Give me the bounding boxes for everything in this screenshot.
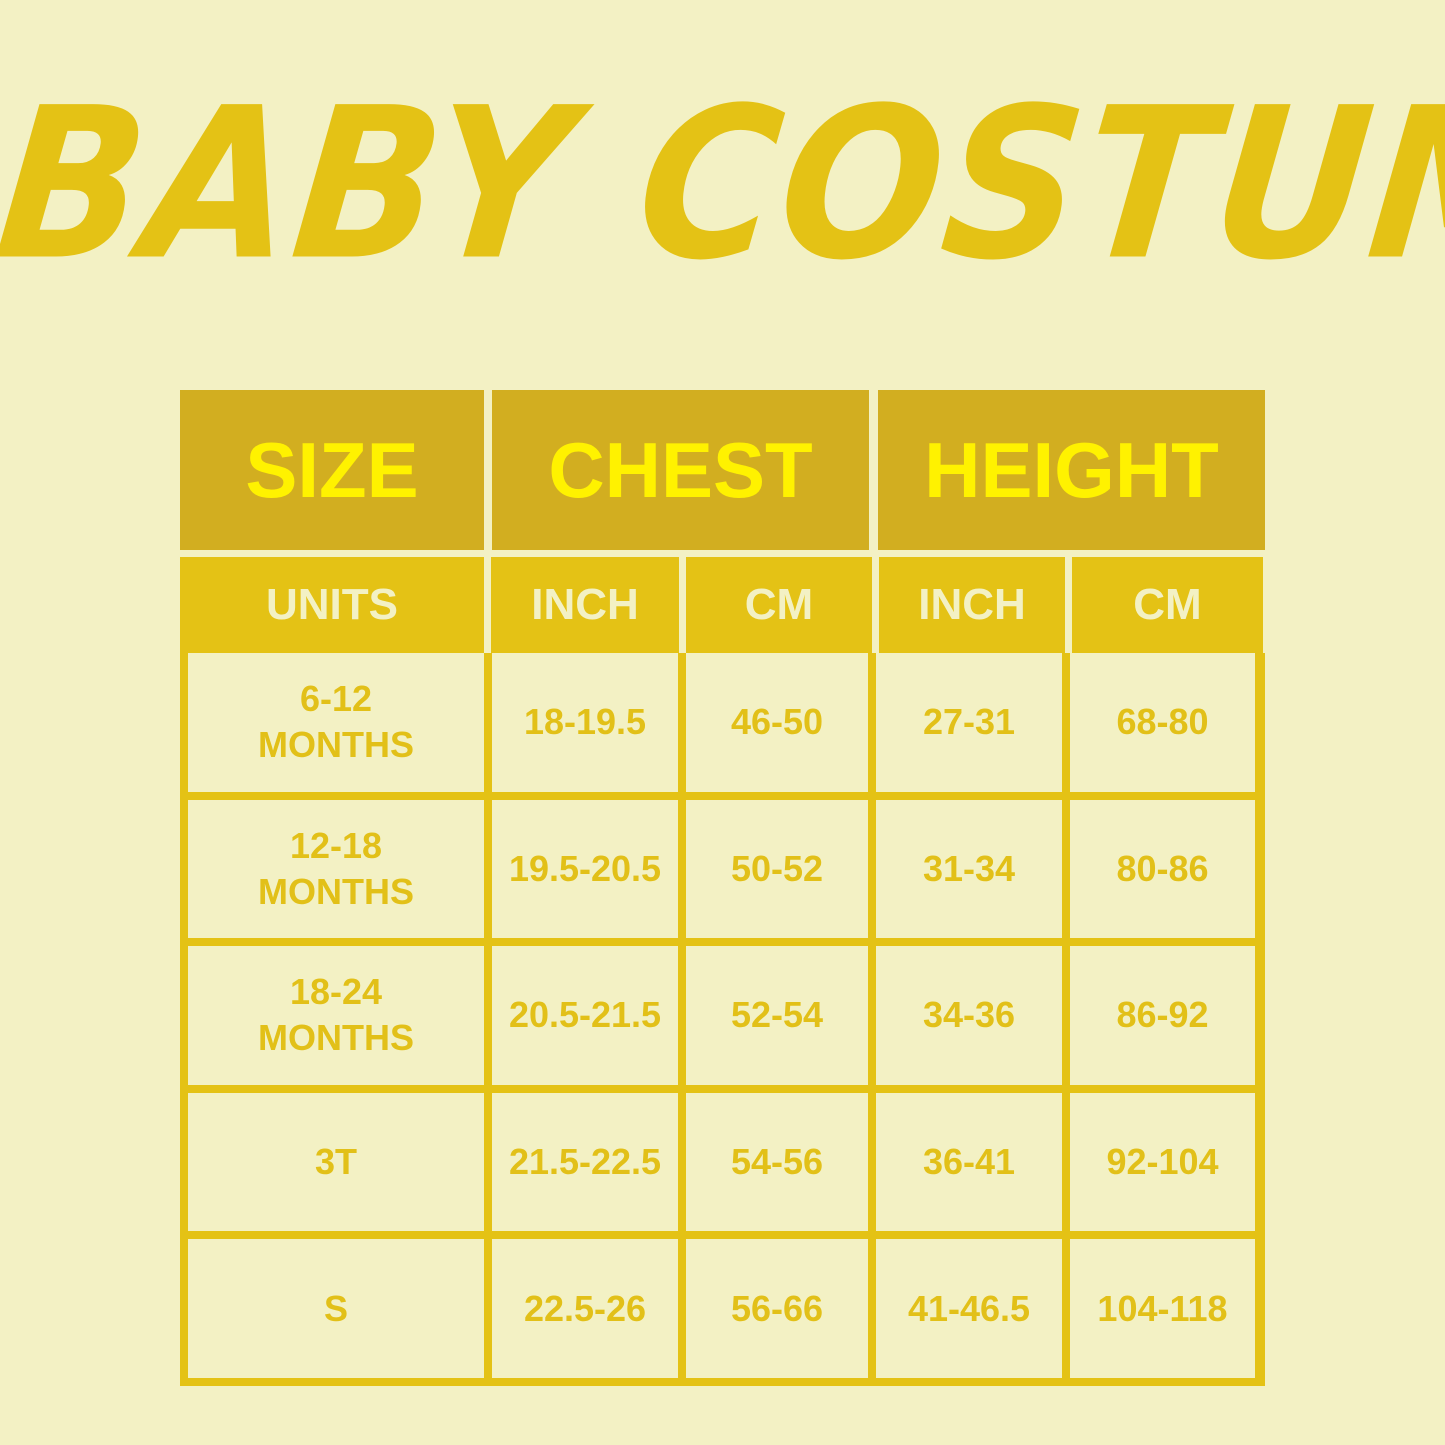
- cell-value: 22.5-26: [523, 1287, 647, 1329]
- table-cell: 19.5-20.5: [492, 799, 678, 939]
- cell-value: 18-19.5: [523, 701, 647, 743]
- table-cell: 22.5-26: [492, 1239, 678, 1378]
- cell-value: 20.5-21.5: [508, 994, 662, 1036]
- unit-header: UNITS: [180, 557, 484, 653]
- table-cell: 68-80: [1070, 653, 1255, 792]
- cell-value: 6-12 MONTHS: [258, 678, 414, 766]
- header-height: HEIGHT: [878, 390, 1265, 550]
- header-chest: CHEST: [492, 390, 869, 550]
- table-cell: 50-52: [686, 799, 868, 939]
- cell-value: 52-54: [730, 994, 824, 1036]
- table-cell: 3T: [188, 1092, 484, 1232]
- table-cell: 92-104: [1070, 1092, 1255, 1232]
- cell-value: 56-66: [730, 1287, 824, 1329]
- cell-value: 46-50: [730, 701, 824, 743]
- cell-value: S: [323, 1287, 348, 1329]
- cell-value: 21.5-22.5: [508, 1141, 662, 1183]
- table-cell: 86-92: [1070, 946, 1255, 1085]
- table-cell: 54-56: [686, 1092, 868, 1232]
- table-cell: 104-118: [1070, 1239, 1255, 1378]
- table-cell: 20.5-21.5: [492, 946, 678, 1085]
- table-cell: 34-36: [876, 946, 1062, 1085]
- cell-value: 31-34: [922, 847, 1016, 889]
- table-cell: 18-19.5: [492, 653, 678, 792]
- table-cell: 36-41: [876, 1092, 1062, 1232]
- cell-value: 27-31: [922, 701, 1016, 743]
- cell-value: 68-80: [1116, 701, 1209, 743]
- cell-value: 50-52: [730, 847, 824, 889]
- cell-value: 80-86: [1116, 847, 1209, 889]
- table-cell: 41-46.5: [876, 1239, 1062, 1378]
- unit-header: INCH: [879, 557, 1065, 653]
- table-cell: 52-54: [686, 946, 868, 1085]
- size-table-body: 6-12 MONTHS 18-19.5 46-50 27-31 68-80 12-18 M…: [180, 653, 1265, 1386]
- unit-header: CM: [686, 557, 872, 653]
- units-row: UNITS INCH CM INCH CM: [180, 557, 1265, 653]
- cell-value: 86-92: [1116, 994, 1209, 1036]
- cell-value: 41-46.5: [907, 1287, 1031, 1329]
- table-cell: 12-18 MONTHS: [188, 799, 484, 939]
- table-cell: 6-12 MONTHS: [188, 653, 484, 792]
- table-cell: 27-31: [876, 653, 1062, 792]
- table-cell: 56-66: [686, 1239, 868, 1378]
- page-title: BABY COSTUME: [0, 62, 1445, 307]
- cell-value: 3T: [314, 1141, 357, 1183]
- cell-value: 12-18 MONTHS: [258, 824, 414, 912]
- table-cell: 31-34: [876, 799, 1062, 939]
- unit-header: CM: [1072, 557, 1263, 653]
- cell-value: 92-104: [1106, 1141, 1219, 1183]
- unit-header: INCH: [491, 557, 679, 653]
- header-size: SIZE: [180, 390, 484, 550]
- table-cell: 18-24 MONTHS: [188, 946, 484, 1085]
- cell-value: 36-41: [922, 1141, 1016, 1183]
- cell-value: 104-118: [1097, 1287, 1228, 1329]
- table-cell: 80-86: [1070, 799, 1255, 939]
- cell-value: 34-36: [922, 994, 1016, 1036]
- table-cell: 21.5-22.5: [492, 1092, 678, 1232]
- cell-value: 18-24 MONTHS: [258, 971, 414, 1059]
- table-cell: 46-50: [686, 653, 868, 792]
- cell-value: 54-56: [730, 1141, 824, 1183]
- table-cell: S: [188, 1239, 484, 1378]
- cell-value: 19.5-20.5: [508, 847, 662, 889]
